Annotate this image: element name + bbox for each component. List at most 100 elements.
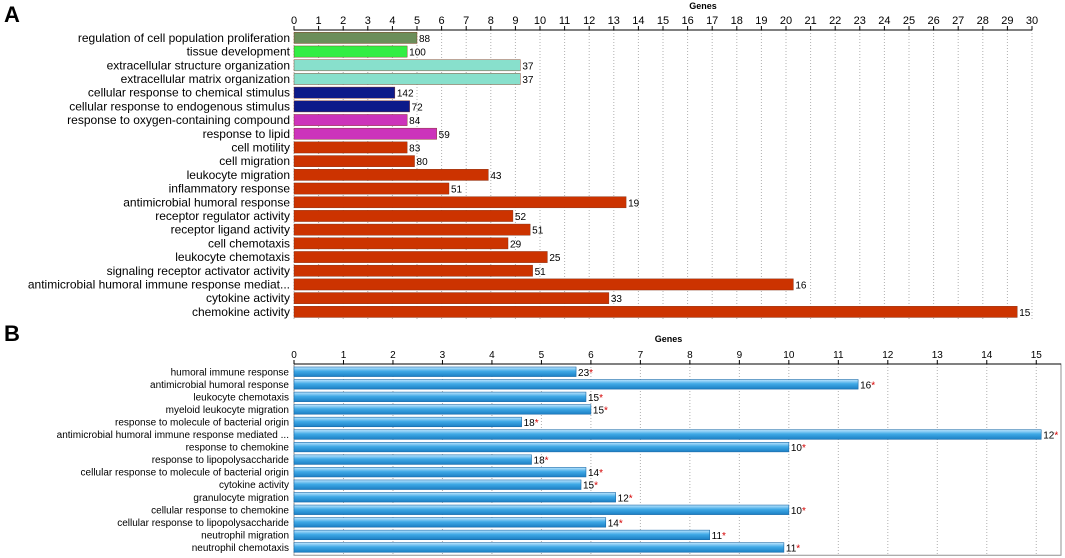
panel-b-significance-star: * (589, 368, 593, 379)
panel-b-bar (293, 479, 582, 490)
panel-a-tick-label: 4 (389, 15, 395, 27)
panel-b-tick-label: 5 (539, 350, 545, 361)
panel-b-data-label: 23* (578, 368, 593, 379)
panel-a-tick-label: 11 (559, 15, 570, 27)
panel-b-bar (293, 504, 790, 515)
panel-a-category-label: cell motility (231, 140, 290, 154)
panel-b-bar (293, 379, 859, 390)
panel-a-category-label: cell chemotaxis (208, 236, 290, 250)
panel-a-bar (293, 73, 521, 85)
panel-a-tick-label: 28 (977, 15, 989, 27)
panel-b-tick-label: 1 (341, 350, 347, 361)
panel-a-tick-label: 19 (755, 15, 767, 27)
panel-a-bar (293, 59, 521, 72)
panel-b-bar (293, 441, 790, 453)
panel-a-category-label: leukocyte migration (187, 168, 290, 182)
panel-b-data-label: 18* (534, 456, 549, 467)
panel-b-tick-label: 9 (737, 350, 743, 361)
panel-a-tick-label: 13 (608, 15, 620, 27)
panel-b-category-label: humoral immune response (171, 367, 290, 378)
panel-a-tick-label: 3 (365, 15, 371, 27)
panel-b-tick-label: 4 (489, 350, 495, 361)
panel-b-data-label: 14* (588, 468, 603, 479)
panel-a-category-label: cellular response to endogenous stimulus (69, 99, 290, 113)
panel-a-category-label: cellular response to chemical stimulus (88, 86, 290, 100)
panel-b-tick-label: 10 (783, 350, 795, 361)
panel-a-data-label: 59 (439, 130, 451, 141)
panel-a-tick-label: 30 (1026, 15, 1038, 27)
panel-a-data-label: 37 (522, 75, 534, 86)
panel-b-data-label: 15* (583, 481, 598, 492)
panel-b-significance-star: * (594, 481, 598, 492)
panel-b-category-label: response to molecule of bacterial origin (115, 417, 289, 428)
panel-a-data-label: 88 (419, 34, 431, 45)
panel-a-bar (293, 237, 509, 250)
panel-a-tick-label: 20 (780, 15, 792, 27)
panel-a-data-label: 51 (532, 226, 544, 237)
panel-a-category-label: inflammatory response (169, 182, 291, 196)
panel-a-category-label: receptor ligand activity (171, 223, 290, 237)
panel-b-bar (293, 366, 577, 377)
panel-a-category-label: cytokine activity (206, 291, 290, 305)
panel-b-significance-star: * (599, 468, 603, 479)
panel-b-category-label: cellular response to chemokine (151, 505, 289, 516)
panel-a-category-label: antimicrobial humoral response (123, 195, 290, 209)
panel-a-bar (293, 45, 408, 58)
panel-a-tick-label: 9 (512, 15, 518, 27)
panel-b-data-label: 12* (618, 493, 633, 504)
panel-b-bar (293, 529, 710, 541)
panel-b-bar (293, 492, 616, 503)
panel-a-bar (293, 251, 548, 263)
panel-b-data-label: 18* (524, 418, 539, 429)
panel-a-bar (293, 141, 408, 154)
panel-b-bar (293, 416, 522, 428)
panel-a-bar (293, 32, 418, 44)
panel-b-bar (293, 542, 785, 553)
panel-a-tick-label: 21 (804, 15, 816, 27)
panel-a-data-label: 51 (535, 267, 547, 278)
panel-b-bar (293, 404, 592, 415)
panel-b-significance-star: * (629, 493, 633, 504)
panel-a-tick-label: 26 (927, 15, 939, 27)
panel-a-category-label: receptor regulator activity (155, 209, 290, 223)
panel-a-tick-label: 17 (706, 15, 718, 27)
panel-b-category-label: response to lipopolysaccharide (152, 455, 290, 466)
panel-a-tick-label: 18 (731, 15, 743, 27)
panel-b-tick-label: 7 (638, 350, 644, 361)
panel-b-category-label: response to chemokine (186, 443, 290, 454)
panel-a-data-label: 52 (515, 212, 527, 223)
panel-a-category-label: antimicrobial humoral immune response me… (28, 277, 290, 291)
panel-b-data-label: 11* (712, 531, 726, 542)
panel-b-data-label: 12* (1043, 431, 1058, 442)
panel-a-data-label: 33 (611, 294, 623, 305)
panel-b-significance-star: * (871, 380, 875, 391)
panel-a-bar (293, 127, 437, 140)
panel-b-tick-label: 12 (882, 350, 894, 361)
panel-b-data-label: 10* (791, 443, 806, 454)
panel-a-tick-label: 15 (657, 15, 669, 27)
panel-a-data-label: 25 (549, 253, 561, 264)
panel-a-bar (293, 223, 531, 236)
panel-a-bar (293, 155, 415, 167)
panel-a-data-label: 142 (397, 89, 414, 100)
panel-b-significance-star: * (604, 405, 608, 416)
panel-b-letter: B (4, 321, 20, 346)
panel-a-tick-label: 23 (854, 15, 866, 27)
panel-a-category-label: extracellular structure organization (107, 58, 290, 72)
panel-b-bar (293, 454, 532, 465)
panel-a-tick-label: 27 (952, 15, 964, 27)
panel-b-category-label: cellular response to lipopolysaccharide (117, 518, 289, 529)
panel-a-tick-label: 6 (439, 15, 445, 27)
panel-b-category-label: granulocyte migration (193, 493, 289, 504)
panel-a-bar (293, 196, 627, 209)
panel-a-data-label: 37 (522, 61, 534, 72)
panel-a-tick-label: 16 (681, 15, 693, 27)
panel-b-tick-label: 11 (833, 350, 844, 361)
panel-a-tick-label: 5 (414, 15, 420, 27)
panel-b-category-label: neutrophil chemotaxis (192, 543, 289, 554)
panel-a-tick-label: 7 (463, 15, 469, 27)
panel-b-significance-star: * (802, 443, 806, 454)
panel-a-data-label: 72 (412, 102, 424, 113)
panel-a-category-label: signaling receptor activator activity (107, 264, 290, 278)
